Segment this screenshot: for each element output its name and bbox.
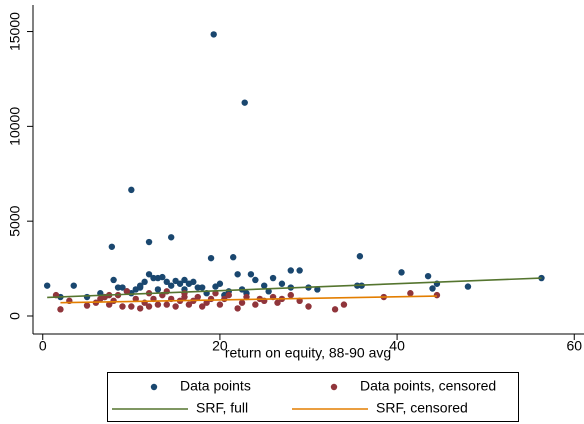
legend-label: Data points, censored <box>360 378 496 394</box>
data-point <box>70 282 77 289</box>
data-point <box>287 291 294 299</box>
data-point <box>198 303 206 310</box>
data-point <box>176 280 184 287</box>
data-point <box>163 278 170 286</box>
data-point <box>145 303 153 310</box>
legend-marker <box>150 383 158 391</box>
fit-line <box>60 295 437 304</box>
x-tick-label: 40 <box>389 338 405 354</box>
data-point <box>167 282 175 289</box>
data-point <box>119 284 126 291</box>
x-tick-label: 60 <box>566 338 582 354</box>
data-point <box>433 291 441 299</box>
data-point <box>105 301 113 308</box>
data-point <box>234 305 241 312</box>
data-point <box>185 301 193 308</box>
data-point <box>128 186 135 194</box>
data-point <box>145 271 153 278</box>
data-point <box>43 282 51 289</box>
data-point <box>154 286 162 293</box>
legend-box <box>107 372 519 422</box>
data-point <box>136 282 144 289</box>
data-point <box>252 301 259 308</box>
data-point <box>207 295 215 303</box>
data-point <box>132 295 139 303</box>
data-point <box>185 280 193 287</box>
data-point <box>110 276 117 284</box>
data-point <box>128 303 135 310</box>
data-point <box>424 272 432 280</box>
data-point <box>216 301 224 308</box>
legend-label: SRF, full <box>196 400 248 416</box>
y-tick-label: 10000 <box>7 107 23 146</box>
data-point <box>407 290 414 297</box>
data-point <box>167 234 175 241</box>
x-tick-label: 20 <box>212 338 228 354</box>
fit-line <box>47 277 542 299</box>
data-point <box>241 99 248 106</box>
data-point <box>207 254 215 262</box>
data-point <box>163 301 170 308</box>
data-point <box>265 288 272 295</box>
data-point <box>159 273 166 281</box>
y-tick-label: 0 <box>7 312 23 320</box>
data-point <box>210 31 217 38</box>
data-point <box>230 254 237 261</box>
data-point <box>198 284 206 291</box>
data-point <box>123 288 131 295</box>
data-point <box>132 286 139 293</box>
data-point <box>150 274 157 282</box>
data-point <box>194 293 201 301</box>
x-tick-label: 0 <box>39 338 47 354</box>
data-point <box>172 303 179 310</box>
data-point <box>136 305 144 312</box>
data-point <box>331 306 339 313</box>
data-point <box>261 282 268 289</box>
legend-marker <box>330 383 338 391</box>
data-point <box>274 299 281 306</box>
data-point <box>194 284 201 291</box>
data-point <box>252 276 259 284</box>
data-point <box>278 280 286 287</box>
data-point <box>225 291 232 299</box>
data-point <box>154 301 162 308</box>
data-point <box>464 283 472 290</box>
data-point <box>83 302 91 309</box>
data-point <box>212 283 219 290</box>
data-point <box>356 253 364 260</box>
data-point <box>398 269 405 276</box>
data-point <box>234 271 241 278</box>
data-point <box>108 243 116 250</box>
data-point <box>305 303 312 310</box>
data-point <box>340 301 348 308</box>
data-point <box>296 267 303 274</box>
data-point <box>110 297 117 305</box>
data-point <box>269 274 277 282</box>
data-point <box>247 271 255 278</box>
data-point <box>238 299 246 306</box>
data-point <box>119 303 126 310</box>
legend-label: SRF, censored <box>376 400 468 416</box>
data-point <box>538 274 545 282</box>
data-point <box>141 278 148 286</box>
data-point <box>314 286 321 293</box>
data-point <box>203 299 210 306</box>
y-tick-label: 5000 <box>7 205 23 236</box>
data-point <box>145 238 153 246</box>
data-point <box>83 293 91 301</box>
data-point <box>181 290 188 297</box>
x-axis-label: return on equity, 88-90 avg <box>225 345 391 361</box>
data-point <box>57 306 64 313</box>
data-point <box>287 267 294 274</box>
y-tick-label: 15000 <box>7 12 23 51</box>
data-point <box>429 285 436 292</box>
legend-label: Data points <box>180 378 251 394</box>
data-point <box>181 276 188 284</box>
data-point <box>114 284 122 291</box>
